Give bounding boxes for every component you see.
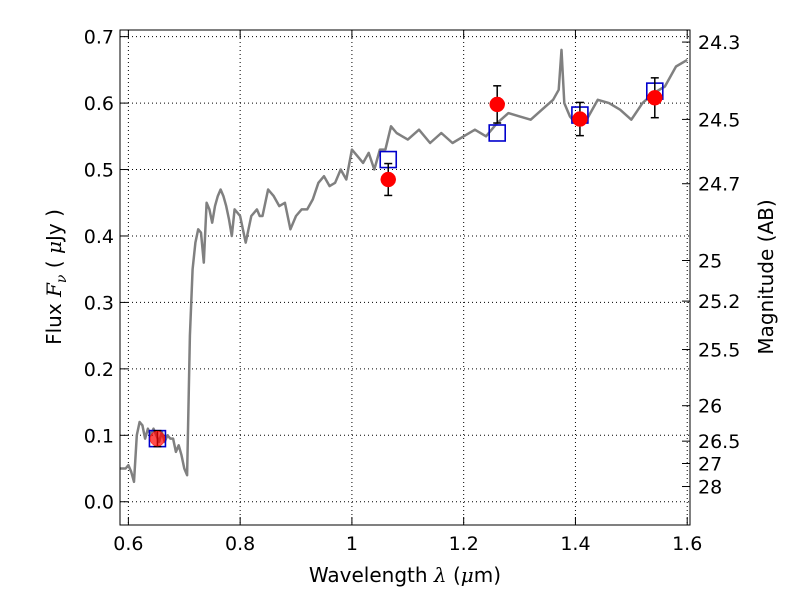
y-tick-label: 0.5 bbox=[84, 160, 114, 182]
y-tick-label: 0.0 bbox=[84, 492, 114, 514]
y-tick-label: 0.4 bbox=[84, 226, 114, 248]
x-tick-label: 1.2 bbox=[449, 533, 479, 555]
grid bbox=[120, 30, 690, 525]
y-tick-label: 0.1 bbox=[84, 425, 114, 447]
magnitude-tick-label: 25.2 bbox=[698, 291, 740, 313]
ticks bbox=[120, 30, 690, 525]
observed-point bbox=[572, 111, 588, 127]
magnitude-tick-label: 26 bbox=[698, 396, 722, 418]
magnitude-tick-label: 24.3 bbox=[698, 32, 740, 54]
magnitude-tick-label: 24.5 bbox=[698, 109, 740, 131]
observed-point bbox=[380, 171, 396, 188]
spectrum-line bbox=[120, 48, 688, 484]
magnitude-axis-title: Magnitude (AB) bbox=[754, 199, 778, 354]
y-tick-label: 0.6 bbox=[84, 93, 114, 115]
magnitude-tick-label: 25 bbox=[698, 251, 722, 273]
x-tick-label: 0.8 bbox=[225, 533, 255, 555]
plot-background bbox=[120, 30, 690, 525]
observed-layer bbox=[149, 90, 663, 447]
observed-point bbox=[647, 90, 663, 106]
plot-frame bbox=[119, 29, 691, 526]
x-tick-label: 1 bbox=[346, 533, 358, 555]
model-square bbox=[488, 124, 507, 142]
magnitude-tick-label: 28 bbox=[698, 477, 722, 499]
observed-point bbox=[149, 430, 166, 447]
x-axis-title: Wavelength λ (μm) bbox=[309, 563, 501, 587]
magnitude-tick-label: 26.5 bbox=[698, 431, 740, 453]
spectrum-layer bbox=[120, 48, 688, 484]
magnitude-tick-label: 25.5 bbox=[698, 340, 740, 362]
y-tick-labels: 0.0 0.1 0.2 0.3 0.4 0.5 0.6 0.7 bbox=[84, 27, 114, 514]
magnitude-tick-label: 27 bbox=[698, 454, 722, 476]
y-axis-title: Flux Fν ( μJy ) bbox=[42, 209, 70, 345]
x-tick-label: 1.6 bbox=[672, 533, 702, 555]
y-tick-label: 0.2 bbox=[84, 359, 114, 381]
x-tick-label: 0.6 bbox=[113, 533, 143, 555]
y-tick-label: 0.3 bbox=[84, 292, 114, 314]
x-tick-label: 1.4 bbox=[560, 533, 590, 555]
magnitude-tick-label: 24.7 bbox=[698, 174, 740, 196]
x-tick-labels: 0.6 0.8 1 1.2 1.4 1.6 bbox=[113, 533, 702, 555]
y-tick-label: 0.7 bbox=[84, 27, 114, 49]
observed-point bbox=[489, 96, 505, 113]
